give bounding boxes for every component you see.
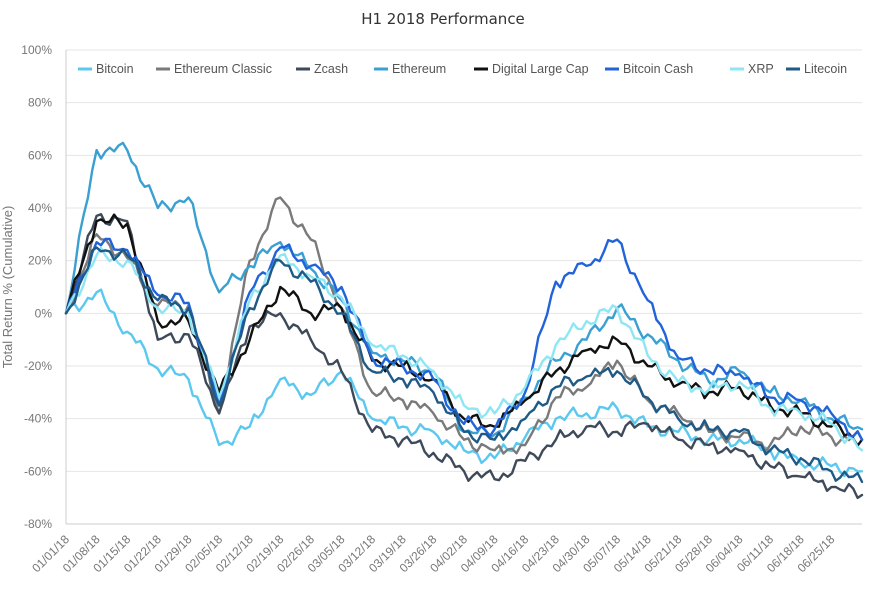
series-lines xyxy=(64,141,864,500)
chart-title: H1 2018 Performance xyxy=(361,10,525,28)
y-tick-label: -60% xyxy=(24,464,52,478)
legend-label: Ethereum Classic xyxy=(174,62,272,76)
y-tick-label: 0% xyxy=(35,306,53,320)
series-line-litecoin xyxy=(64,246,864,484)
y-tick-label: -80% xyxy=(24,517,52,531)
series-line-digital-large-cap xyxy=(64,213,864,447)
y-tick-label: -40% xyxy=(24,412,52,426)
y-tick-label: 80% xyxy=(28,96,52,110)
series-line-bitcoin xyxy=(64,288,864,478)
gridlines xyxy=(65,49,862,525)
y-tick-label: 100% xyxy=(21,43,52,57)
legend-label: Litecoin xyxy=(804,62,847,76)
legend-label: Ethereum xyxy=(392,62,446,76)
series-line-zcash xyxy=(64,213,864,500)
y-tick-label: 20% xyxy=(28,254,52,268)
legend-label: XRP xyxy=(748,62,774,76)
y-tick-label: 60% xyxy=(28,148,52,162)
y-axis-ticks: -80% -60% -40% -20% 0% 20% 40% 60% 80% 100% xyxy=(21,43,52,531)
legend-label: Bitcoin Cash xyxy=(623,62,693,76)
y-axis-label: Total Return % (Cumulative) xyxy=(0,206,15,369)
legend-label: Bitcoin xyxy=(96,62,134,76)
y-tick-label: -20% xyxy=(24,359,52,373)
series-line-bitcoin-cash xyxy=(64,237,864,441)
legend: Bitcoin Ethereum Classic Zcash Ethereum Digi… xyxy=(78,62,847,76)
legend-label: Digital Large Cap xyxy=(492,62,589,76)
y-tick-label: 40% xyxy=(28,201,52,215)
legend-label: Zcash xyxy=(314,62,348,76)
series-line-ethereum-classic xyxy=(64,196,864,455)
x-axis-ticks: 01/01/1801/08/1801/15/1801/22/1801/29/18… xyxy=(29,532,838,575)
